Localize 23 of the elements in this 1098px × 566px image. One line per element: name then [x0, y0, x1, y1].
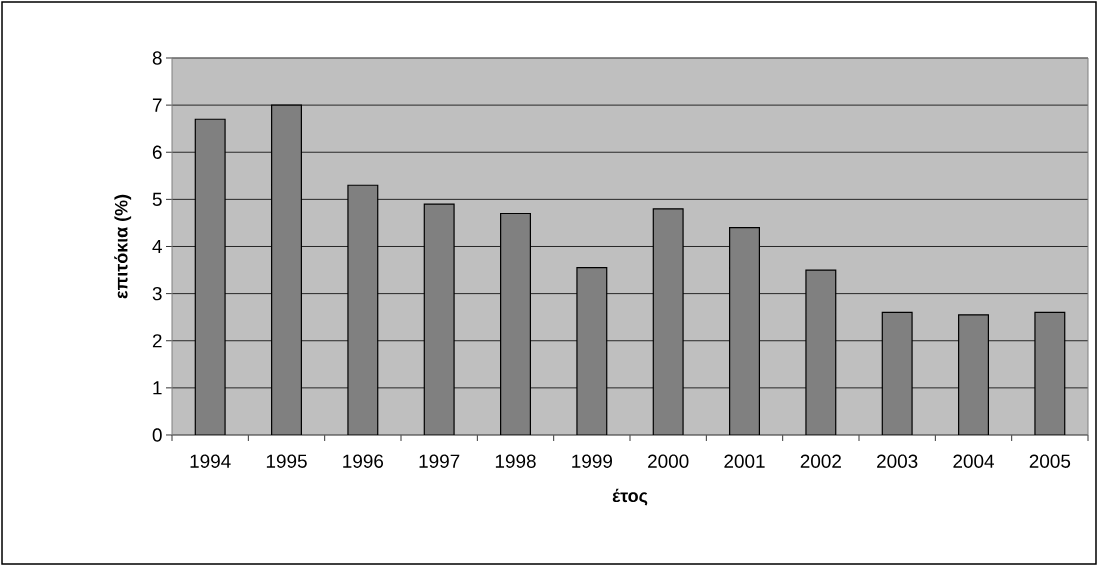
x-tick-label: 1996	[343, 454, 384, 468]
x-tick-label: 2002	[800, 454, 841, 468]
y-tick-label: 7	[152, 98, 162, 112]
y-tick-label: 8	[152, 51, 162, 65]
y-tick-label: 5	[152, 192, 162, 206]
y-tick-label: 6	[152, 145, 162, 159]
y-tick-label: 2	[152, 334, 162, 348]
y-tick-label: 1	[153, 381, 162, 395]
x-tick-label: 2000	[648, 454, 689, 468]
x-tick-label: 1995	[266, 454, 307, 468]
y-tick-label: 0	[152, 428, 162, 442]
x-tick-label: 2005	[1029, 454, 1071, 468]
x-axis-title: έτος	[612, 488, 648, 506]
x-tick-label: 2003	[877, 454, 918, 468]
y-tick-label: 4	[152, 239, 162, 253]
x-tick-label: 2004	[953, 454, 994, 468]
x-tick-label: 1999	[572, 454, 612, 468]
y-tick-label: 3	[152, 286, 162, 301]
x-tick-label: 1997	[419, 454, 460, 468]
x-tick-label: 1994	[190, 454, 231, 468]
x-tick-label: 1998	[495, 454, 536, 468]
x-tick-label: 2001	[724, 454, 765, 468]
y-axis-title: επιτόκια (%)	[114, 194, 132, 299]
